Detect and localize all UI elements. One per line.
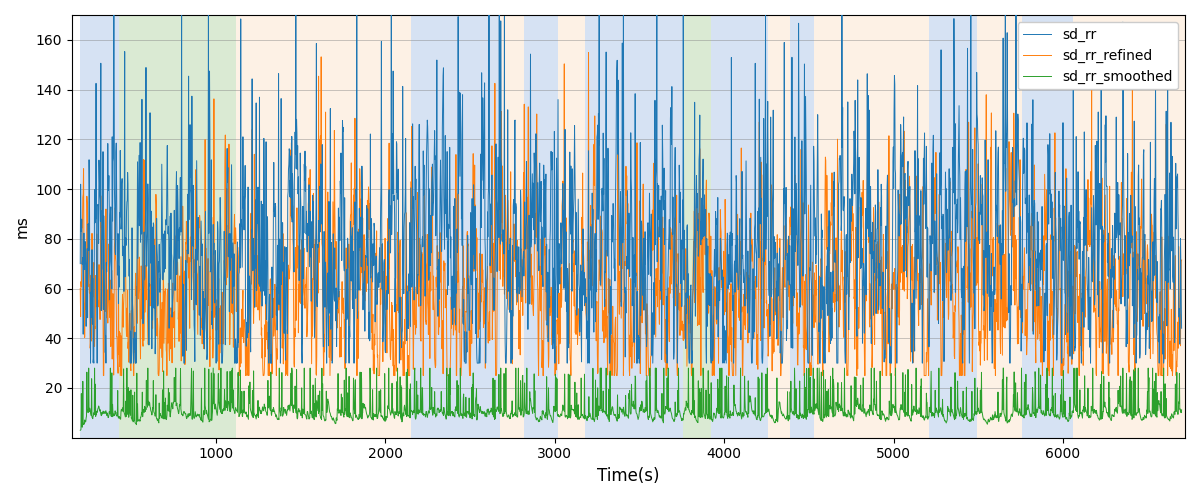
sd_rr_refined — [73, 286, 88, 292]
sd_rr_smoothed — [73, 428, 88, 434]
Bar — [710, 15, 768, 438]
Bar — [236, 15, 410, 438]
sd_rr — [83, 360, 97, 366]
sd_rr — [107, 12, 121, 18]
Legend: sd_rr, sd_rr_refined, sd_rr_smoothed: sd_rr, sd_rr_refined, sd_rr_smoothed — [1018, 22, 1178, 90]
sd_rr_smoothed — [1175, 407, 1189, 413]
Bar — [500, 15, 524, 438]
sd_rr — [496, 238, 510, 244]
sd_rr_smoothed — [264, 412, 278, 418]
sd_rr_refined — [199, 246, 214, 252]
sd_rr — [1153, 206, 1168, 212]
Line: sd_rr_refined: sd_rr_refined — [80, 52, 1182, 376]
sd_rr_smoothed — [82, 365, 96, 371]
sd_rr — [73, 260, 88, 266]
sd_rr_smoothed — [544, 412, 558, 418]
sd_rr_refined — [1034, 344, 1049, 349]
Bar — [524, 15, 558, 438]
Bar — [929, 15, 977, 438]
Bar — [1073, 15, 1184, 438]
Y-axis label: ms: ms — [14, 215, 30, 238]
sd_rr_refined — [581, 50, 595, 56]
Bar — [586, 15, 684, 438]
sd_rr — [544, 148, 558, 154]
Bar — [119, 15, 236, 438]
sd_rr — [265, 264, 280, 270]
Line: sd_rr_smoothed: sd_rr_smoothed — [80, 368, 1182, 430]
X-axis label: Time(s): Time(s) — [598, 467, 660, 485]
Bar — [768, 15, 791, 438]
sd_rr_smoothed — [1034, 408, 1049, 414]
sd_rr_refined — [1175, 257, 1189, 263]
sd_rr_refined — [96, 372, 110, 378]
Bar — [684, 15, 710, 438]
Bar — [814, 15, 929, 438]
sd_rr — [199, 331, 214, 337]
Bar — [1022, 15, 1073, 438]
sd_rr_smoothed — [199, 410, 214, 416]
Bar — [558, 15, 586, 438]
Bar — [80, 15, 119, 438]
sd_rr — [1175, 325, 1189, 331]
sd_rr_refined — [264, 360, 278, 366]
sd_rr_refined — [496, 283, 510, 289]
Bar — [410, 15, 500, 438]
Bar — [791, 15, 814, 438]
Bar — [977, 15, 1022, 438]
sd_rr_refined — [1153, 349, 1168, 355]
sd_rr — [1034, 204, 1049, 210]
sd_rr_smoothed — [1153, 408, 1168, 414]
sd_rr_smoothed — [496, 414, 510, 420]
Line: sd_rr: sd_rr — [80, 15, 1182, 363]
sd_rr_refined — [544, 309, 558, 315]
